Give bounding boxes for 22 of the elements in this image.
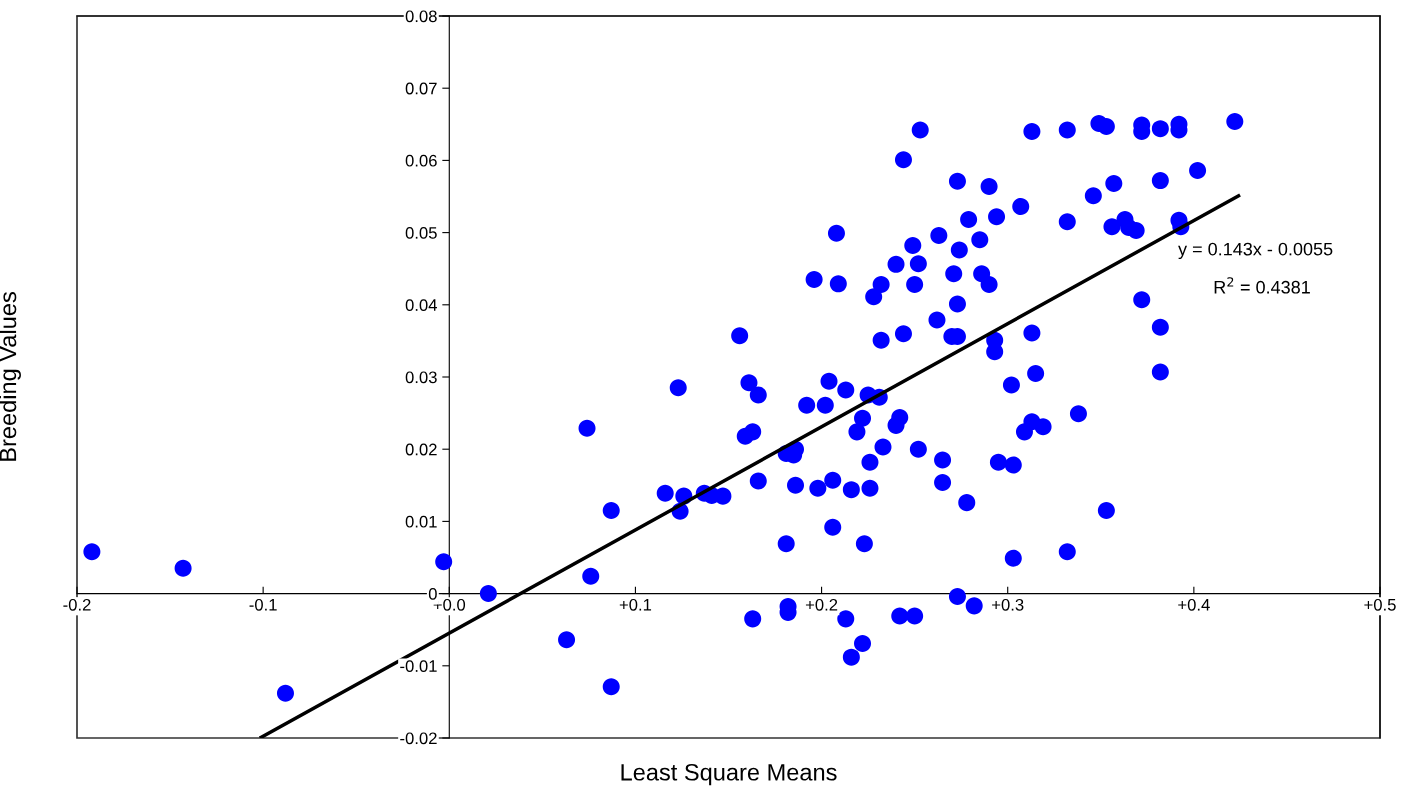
annotation: y = 0.143x - 0.0055 (1178, 242, 1333, 260)
x-tick-label: +0.5 (1364, 598, 1396, 611)
x-tick-label: +0.4 (1178, 598, 1210, 611)
x-tick-label: +0.1 (619, 598, 652, 611)
x-tick-label: -0.2 (63, 598, 91, 611)
x-tick-label: +0.3 (992, 598, 1024, 611)
y-tick-label: 0 (428, 588, 437, 600)
x-tick-label: +0.2 (805, 598, 838, 611)
y-tick-label: 0.02 (405, 443, 437, 456)
x-axis-title: Least Square Means (621, 763, 837, 786)
x-tick-label: -0.1 (249, 598, 277, 611)
y-tick-label: 0.05 (405, 227, 437, 239)
y-tick-label: 0.03 (405, 371, 437, 384)
y-tick-label: 0.04 (405, 299, 437, 311)
y-tick-label: -0.02 (400, 732, 437, 745)
x-tick-label: +0.0 (433, 598, 466, 611)
y-tick-label: 0.01 (405, 515, 437, 528)
y-tick-label: -0.01 (400, 660, 437, 672)
y-tick-label: 0.08 (405, 10, 437, 23)
y-tick-label: 0.06 (405, 154, 437, 167)
annotation: R$^{2}$ = 0.4381 (1214, 277, 1310, 294)
y-tick-label: 0.07 (405, 82, 437, 95)
